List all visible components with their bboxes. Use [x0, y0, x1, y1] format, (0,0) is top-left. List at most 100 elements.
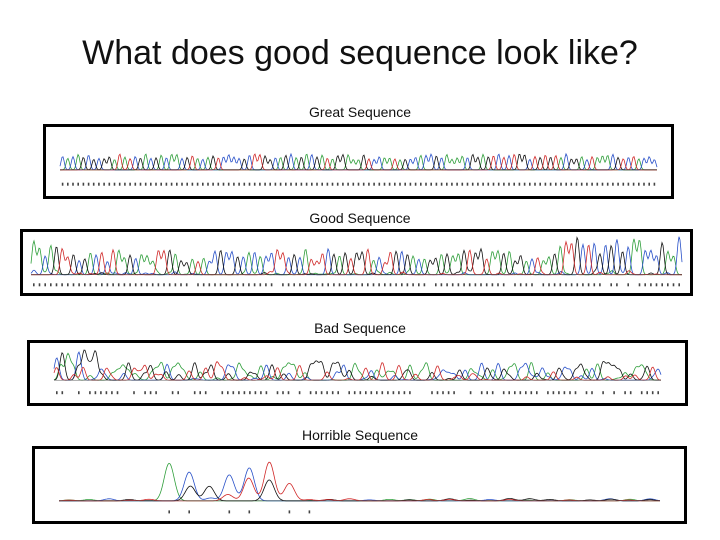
base-call-mark	[129, 283, 131, 287]
base-call-mark	[629, 391, 632, 395]
base-call-mark	[587, 283, 590, 287]
base-call-mark	[399, 182, 401, 186]
base-call-mark	[497, 182, 500, 186]
base-call-mark	[601, 182, 604, 186]
base-call-mark	[503, 182, 505, 186]
base-call-mark	[534, 182, 536, 186]
base-call-mark	[451, 283, 454, 287]
base-call-mark	[98, 182, 100, 186]
base-call-mark	[644, 283, 646, 287]
base-call-mark	[140, 283, 143, 287]
base-call-mark	[336, 182, 339, 186]
base-call-mark	[451, 182, 453, 186]
base-call-mark	[327, 283, 329, 287]
base-call-mark	[442, 391, 444, 395]
base-call-mark	[176, 182, 178, 186]
base-call-mark	[338, 283, 341, 287]
trace-T	[53, 361, 662, 381]
base-call-mark	[311, 182, 313, 186]
trace-C	[30, 236, 683, 276]
base-call-mark	[44, 283, 46, 287]
base-call-mark	[453, 391, 455, 395]
base-call-mark	[469, 391, 472, 395]
base-call-mark	[174, 283, 177, 287]
base-call-mark	[202, 283, 205, 287]
good-sequence-chromatogram	[20, 229, 693, 296]
base-call-mark	[555, 182, 557, 186]
base-call-mark	[61, 391, 64, 395]
base-call-mark	[596, 182, 599, 186]
base-call-mark	[248, 283, 250, 287]
base-call-mark	[409, 391, 411, 395]
base-call-mark	[214, 283, 216, 287]
base-call-mark	[514, 391, 516, 395]
base-call-mark	[471, 182, 474, 186]
base-call-mark	[586, 182, 588, 186]
base-call-mark	[197, 283, 199, 287]
base-call-mark	[177, 391, 179, 395]
base-call-mark	[355, 283, 358, 287]
base-call-mark	[249, 391, 251, 395]
base-call-mark	[357, 182, 360, 186]
base-call-mark	[667, 283, 669, 287]
base-call-mark	[321, 182, 323, 186]
base-call-mark	[370, 391, 373, 395]
base-call-mark	[627, 182, 630, 186]
base-call-mark	[622, 182, 625, 186]
base-call-mark	[395, 283, 397, 287]
base-call-mark	[155, 182, 157, 186]
base-call-mark	[315, 391, 317, 395]
base-call-mark	[383, 182, 386, 186]
good-sequence-label: Good Sequence	[309, 210, 411, 226]
base-call-mark	[365, 391, 367, 395]
base-call-mark	[155, 391, 157, 395]
base-call-mark	[227, 391, 229, 395]
base-call-mark	[232, 391, 235, 395]
base-call-mark	[181, 182, 183, 186]
base-call-mark	[204, 391, 207, 395]
base-call-mark	[387, 391, 389, 395]
base-call-mark	[352, 182, 355, 186]
base-call-mark	[72, 283, 75, 287]
base-call-mark	[82, 182, 85, 186]
bad-sequence-chromatogram	[27, 340, 688, 406]
base-call-mark	[553, 283, 556, 287]
base-call-mark	[591, 391, 593, 395]
base-call-mark	[456, 182, 458, 186]
base-call-mark	[653, 182, 656, 186]
base-call-mark	[576, 283, 579, 287]
base-call-mark	[606, 182, 609, 186]
base-call-mark	[440, 182, 443, 186]
base-call-mark	[254, 391, 257, 395]
base-call-mark	[466, 182, 469, 186]
base-call-mark	[446, 182, 448, 186]
base-call-mark	[403, 391, 406, 395]
base-call-mark	[492, 182, 495, 186]
base-call-mark	[531, 283, 533, 287]
base-call-mark	[447, 391, 450, 395]
trace-T	[58, 461, 660, 502]
base-call-mark	[295, 182, 297, 186]
trace-C	[59, 152, 658, 171]
base-call-mark	[212, 182, 214, 186]
base-call-mark	[580, 182, 583, 186]
slide-title: What does good sequence look like?	[82, 34, 638, 72]
base-call-mark	[661, 283, 663, 287]
base-call-mark	[33, 283, 35, 287]
base-call-mark	[529, 182, 531, 186]
base-call-mark	[440, 283, 443, 287]
base-call-mark	[570, 182, 573, 186]
base-call-mark	[536, 391, 538, 395]
base-call-mark	[585, 391, 588, 395]
base-call-mark	[221, 391, 224, 395]
base-call-mark	[193, 391, 196, 395]
base-call-mark	[106, 283, 109, 287]
base-call-mark	[243, 391, 246, 395]
base-call-mark	[638, 283, 641, 287]
base-call-mark	[231, 283, 233, 287]
base-call-mark	[133, 391, 135, 395]
base-call-mark	[548, 283, 550, 287]
base-call-mark	[199, 391, 201, 395]
base-call-mark	[248, 510, 251, 514]
base-call-mark	[610, 283, 612, 287]
